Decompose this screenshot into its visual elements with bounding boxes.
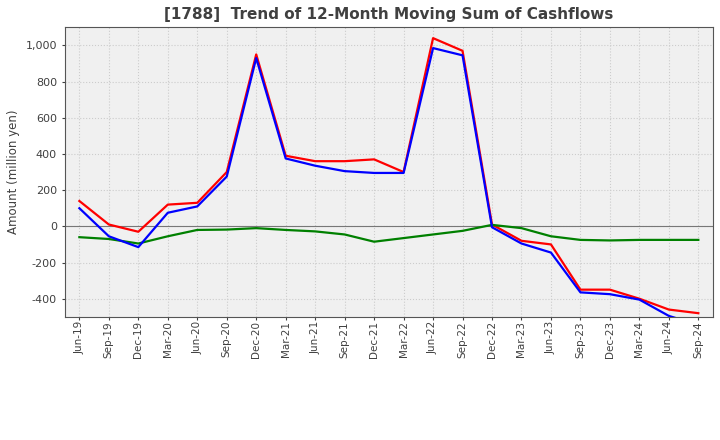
Operating Cashflow [370,157,379,162]
Operating Cashflow [517,238,526,243]
Free Cashflow [458,53,467,58]
Investing Cashflow [694,237,703,242]
Free Cashflow [282,156,290,161]
Operating Cashflow [458,48,467,53]
Free Cashflow [311,163,320,169]
Free Cashflow [487,224,496,230]
Operating Cashflow [428,36,437,41]
Free Cashflow [193,204,202,209]
Free Cashflow [341,169,349,174]
Operating Cashflow [341,158,349,164]
Free Cashflow [635,297,644,302]
Operating Cashflow [487,222,496,227]
Investing Cashflow [222,227,231,232]
Operating Cashflow [193,200,202,205]
Free Cashflow [252,55,261,61]
Free Cashflow [104,234,113,239]
Investing Cashflow [104,236,113,242]
Line: Operating Cashflow: Operating Cashflow [79,38,698,313]
Investing Cashflow [546,234,555,239]
Y-axis label: Amount (million yen): Amount (million yen) [7,110,20,234]
Investing Cashflow [400,235,408,241]
Investing Cashflow [252,225,261,231]
Operating Cashflow [311,158,320,164]
Investing Cashflow [517,225,526,231]
Operating Cashflow [576,287,585,292]
Investing Cashflow [428,232,437,237]
Investing Cashflow [606,238,614,243]
Operating Cashflow [104,222,113,227]
Free Cashflow [576,290,585,295]
Free Cashflow [134,245,143,250]
Free Cashflow [546,250,555,255]
Operating Cashflow [252,52,261,57]
Operating Cashflow [222,169,231,175]
Line: Free Cashflow: Free Cashflow [79,48,698,325]
Operating Cashflow [694,311,703,316]
Investing Cashflow [193,227,202,233]
Operating Cashflow [546,242,555,247]
Investing Cashflow [341,232,349,237]
Free Cashflow [75,205,84,211]
Investing Cashflow [134,241,143,246]
Operating Cashflow [282,153,290,158]
Investing Cashflow [282,227,290,233]
Investing Cashflow [75,235,84,240]
Free Cashflow [400,170,408,176]
Operating Cashflow [606,287,614,292]
Title: [1788]  Trend of 12-Month Moving Sum of Cashflows: [1788] Trend of 12-Month Moving Sum of C… [164,7,613,22]
Operating Cashflow [635,296,644,301]
Investing Cashflow [311,229,320,234]
Free Cashflow [428,45,437,51]
Free Cashflow [370,170,379,176]
Operating Cashflow [75,198,84,204]
Operating Cashflow [400,169,408,175]
Line: Investing Cashflow: Investing Cashflow [79,225,698,243]
Free Cashflow [606,292,614,297]
Free Cashflow [517,241,526,246]
Investing Cashflow [458,228,467,234]
Investing Cashflow [370,239,379,244]
Investing Cashflow [576,237,585,242]
Free Cashflow [694,323,703,328]
Investing Cashflow [635,237,644,242]
Operating Cashflow [134,229,143,235]
Free Cashflow [222,174,231,179]
Free Cashflow [163,210,172,216]
Operating Cashflow [163,202,172,207]
Investing Cashflow [665,237,673,242]
Investing Cashflow [487,222,496,227]
Free Cashflow [665,313,673,319]
Operating Cashflow [665,307,673,312]
Investing Cashflow [163,234,172,239]
